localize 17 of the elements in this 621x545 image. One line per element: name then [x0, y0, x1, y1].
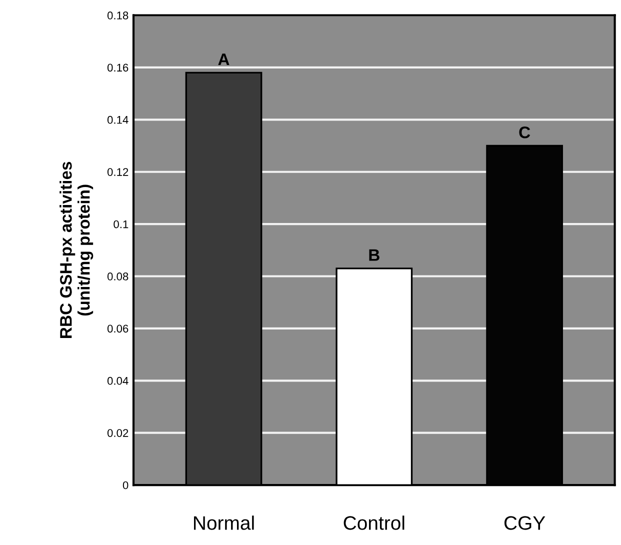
y-tick-label: 0.08 [107, 272, 128, 280]
y-tick-label: 0.16 [107, 64, 128, 72]
y-tick-label: 0.18 [107, 12, 128, 20]
annotation: C [519, 126, 530, 138]
y-tick-label: 0.12 [107, 168, 128, 176]
x-tick-label: CGY [504, 516, 546, 530]
y-tick-label: 0.1 [114, 220, 128, 228]
x-tick-label: Normal [194, 516, 254, 530]
y-axis-title: RBC GSH-px activities (unit/mg protein) [60, 162, 94, 338]
annotation: B [369, 249, 380, 261]
y-tick-label: 0.14 [107, 116, 128, 124]
y-tick-label: 0 [122, 481, 128, 490]
y-tick-label: 0.02 [107, 429, 128, 437]
y-tick-label: 0.06 [107, 324, 128, 333]
annotation: A [218, 54, 230, 66]
x-tick-label: Control [344, 516, 404, 530]
y-tick-label: 0.04 [107, 376, 128, 385]
